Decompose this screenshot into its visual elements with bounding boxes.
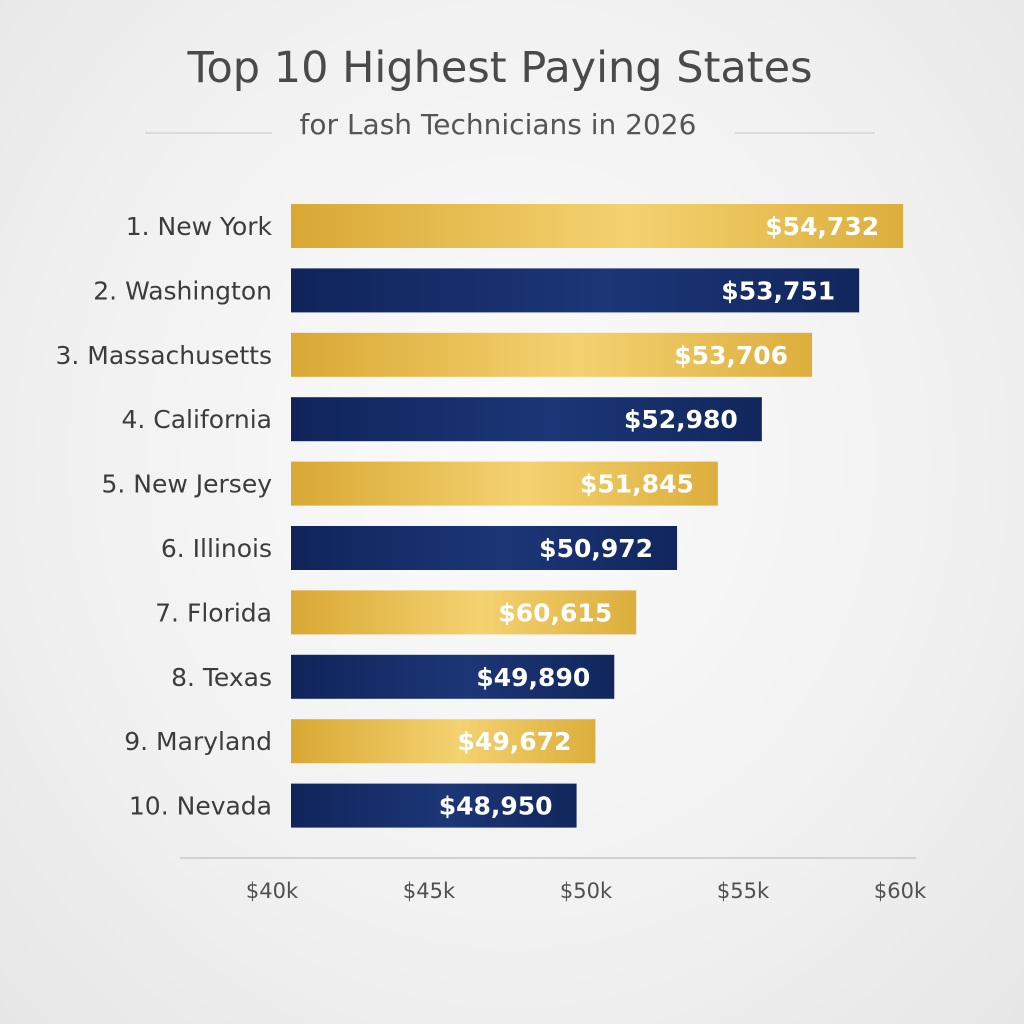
category-label: 2. Washington	[93, 276, 272, 305]
category-label: 10. Nevada	[129, 792, 272, 821]
bar	[291, 719, 596, 764]
bar	[291, 397, 762, 442]
bar	[291, 204, 904, 248]
bar	[291, 654, 615, 699]
data-label: $53,706	[674, 341, 788, 370]
category-label: 9. Maryland	[124, 727, 272, 756]
category-label: 3. Massachusetts	[55, 341, 272, 370]
data-label: $50,972	[539, 534, 653, 563]
bar	[291, 332, 813, 377]
data-label: $51,845	[580, 470, 694, 499]
x-tick-label: $55k	[717, 879, 770, 903]
chart-title: Top 10 Highest Paying States	[186, 43, 812, 93]
bar	[291, 590, 637, 635]
category-label: 7. Florida	[155, 598, 272, 627]
bar	[291, 783, 577, 828]
data-label: $48,950	[439, 792, 553, 821]
data-label: $49,890	[476, 663, 590, 692]
category-label: 1. New York	[126, 212, 273, 241]
category-label: 8. Texas	[171, 663, 272, 692]
x-tick-label: $40k	[246, 879, 299, 903]
bar	[291, 268, 860, 313]
data-label: $53,751	[721, 276, 835, 305]
x-axis-ticks: $40k $45k $50k $55k $60k	[246, 879, 927, 903]
data-label: $52,980	[624, 405, 738, 434]
data-label: $49,672	[458, 727, 572, 756]
category-label: 4. California	[121, 405, 272, 434]
bars-group: 1. New York $54,732 2. Washington $53,751 3.…	[55, 204, 904, 828]
chart-subtitle: for Lash Technicians in 2026	[300, 108, 697, 141]
x-tick-label: $60k	[874, 879, 927, 903]
category-label: 6. Illinois	[161, 534, 272, 563]
category-label: 5. New Jersey	[101, 470, 272, 499]
bar	[291, 461, 718, 506]
data-label: $60,615	[498, 598, 612, 627]
bar	[291, 526, 678, 570]
x-tick-label: $45k	[403, 879, 456, 903]
data-label: $54,732	[765, 212, 879, 241]
x-tick-label: $50k	[560, 879, 613, 903]
